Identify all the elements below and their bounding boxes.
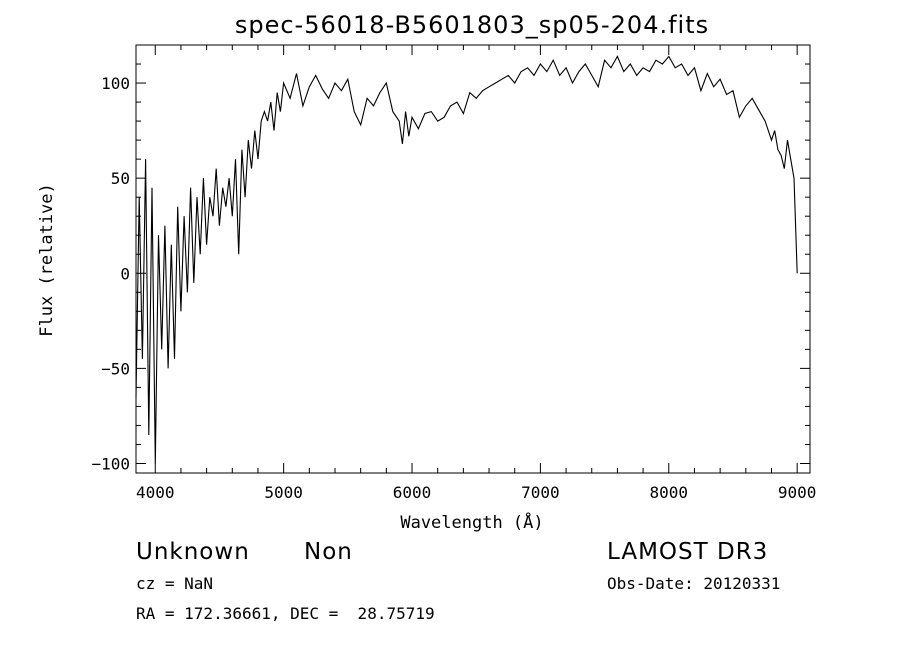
y-axis-label: Flux (relative) bbox=[37, 183, 57, 337]
y-tick-label: −100 bbox=[91, 454, 130, 473]
x-tick-label: 9000 bbox=[778, 483, 817, 502]
object-subclass-label: Non bbox=[304, 539, 353, 565]
spectrum-line bbox=[135, 55, 798, 464]
x-tick-label: 6000 bbox=[393, 483, 432, 502]
obs-date-line: Obs-Date: 20120331 bbox=[607, 574, 780, 593]
y-tick-label: 100 bbox=[101, 74, 130, 93]
y-axis-ticks bbox=[136, 44, 810, 464]
plot-frame bbox=[135, 44, 811, 474]
chart-title: spec-56018-B5601803_sp05-204.fits bbox=[235, 11, 709, 39]
y-tick-label: −50 bbox=[101, 359, 130, 378]
y-tick-label: 0 bbox=[120, 264, 130, 283]
survey-label: LAMOST DR3 bbox=[607, 539, 768, 565]
x-axis-ticks bbox=[154, 45, 798, 473]
coords-line: RA = 172.36661, DEC = 28.75719 bbox=[136, 604, 435, 623]
x-axis-tick-labels: 4000 5000 6000 7000 8000 9000 bbox=[136, 483, 816, 502]
cz-line: cz = NaN bbox=[136, 574, 213, 593]
x-tick-label: 4000 bbox=[136, 483, 175, 502]
y-axis-tick-labels: −100 −50 0 50 100 bbox=[91, 74, 130, 473]
x-tick-label: 8000 bbox=[650, 483, 689, 502]
object-class-label: Unknown bbox=[136, 539, 250, 565]
y-tick-label: 50 bbox=[111, 169, 130, 188]
x-tick-label: 7000 bbox=[521, 483, 560, 502]
plot-area: 4000 5000 6000 7000 8000 9000 −100 −50 0 50 100 bbox=[91, 44, 816, 502]
x-tick-label: 5000 bbox=[264, 483, 303, 502]
x-axis-label: Wavelength (Å) bbox=[400, 511, 543, 533]
